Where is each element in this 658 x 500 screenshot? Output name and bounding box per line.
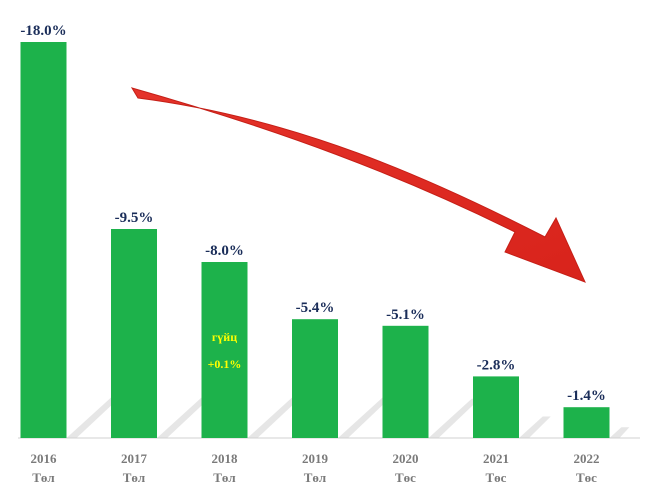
bar-2019 (292, 319, 338, 438)
bar-2017 (111, 229, 157, 438)
annotations-group: гүйц +0.1% (208, 330, 242, 371)
bar-2021 (473, 376, 519, 438)
bar-shadow (338, 396, 392, 438)
category-label-2018: 2018 (212, 451, 239, 466)
bar-2022 (563, 407, 610, 438)
bar-shadow (609, 427, 630, 438)
value-label-2019: -5.4% (296, 300, 335, 316)
category-sublabel-2016: Төл (32, 470, 54, 485)
value-label-2022: -1.4% (567, 388, 606, 404)
bar-2016 (20, 42, 67, 438)
bar-2018 (201, 262, 248, 438)
bars-group (20, 42, 610, 438)
category-label-2021: 2021 (483, 451, 509, 466)
bar-shadow (519, 416, 551, 438)
category-sublabel-2022: Төс (576, 470, 597, 485)
category-label-2017: 2017 (121, 451, 148, 466)
value-label-2021: -2.8% (477, 357, 516, 373)
value-labels-group: -18.0% -9.5% -8.0% -5.4% -5.1% -2.8% -1.4% (20, 23, 606, 404)
annotation-line-2018-1: +0.1% (208, 357, 242, 371)
category-label-2016: 2016 (31, 451, 58, 466)
category-labels-group: 2016 Төл 2017 Төл 2018 Төл 2019 Төл 2020 Төс 2021 Т… (31, 451, 600, 485)
category-label-2019: 2019 (302, 451, 329, 466)
category-sublabel-2017: Төл (123, 470, 145, 485)
bar-shadow (428, 398, 480, 438)
category-label-2022: 2022 (574, 451, 600, 466)
value-label-2020: -5.1% (386, 307, 425, 323)
annotation-line-2018-0: гүйц (212, 330, 237, 344)
category-label-2020: 2020 (393, 451, 419, 466)
category-sublabel-2018: Төл (213, 470, 235, 485)
bar-2020 (382, 325, 429, 438)
category-sublabel-2019: Төл (304, 470, 326, 485)
category-sublabel-2020: Төс (395, 470, 416, 485)
trend-arrow (130, 87, 586, 283)
category-sublabel-2021: Төс (486, 470, 507, 485)
value-label-2018: -8.0% (205, 243, 244, 259)
value-label-2016: -18.0% (20, 23, 66, 39)
value-label-2017: -9.5% (115, 210, 154, 226)
